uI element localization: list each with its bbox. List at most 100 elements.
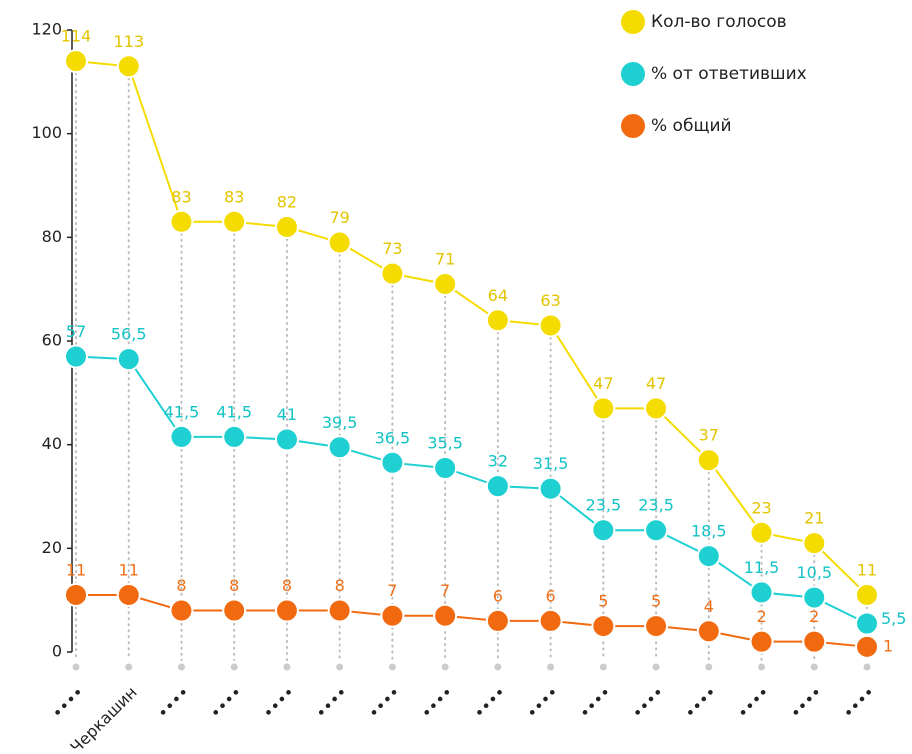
point (802, 629, 827, 654)
legend-label: % от ответивших (651, 64, 807, 84)
data-label: 37 (699, 426, 719, 445)
category-dot (230, 663, 238, 671)
y-tick-label: 0 (52, 642, 62, 661)
data-label: 73 (382, 239, 402, 258)
data-label: 114 (61, 27, 92, 46)
category-dot (758, 663, 766, 671)
x-tick-label: •••• (312, 683, 352, 723)
point (116, 54, 141, 79)
data-label: 11,5 (744, 558, 780, 577)
data-label: 8 (176, 576, 186, 595)
data-label: 39,5 (322, 413, 358, 432)
data-label: 113 (113, 32, 144, 51)
data-label: 1 (883, 636, 893, 655)
data-label: 2 (809, 607, 819, 626)
data-label: 83 (224, 187, 244, 206)
data-label: 41,5 (164, 402, 200, 421)
category-dot (599, 663, 607, 671)
category-dot (652, 663, 660, 671)
point (116, 347, 141, 372)
data-label: 7 (387, 581, 397, 600)
legend-label: Кол-во голосов (651, 12, 787, 32)
category-dot (177, 663, 185, 671)
data-label: 41,5 (216, 402, 252, 421)
point (64, 582, 88, 607)
data-label: 5 (598, 592, 608, 611)
data-label: 63 (540, 291, 560, 310)
legend-marker (621, 10, 645, 34)
data-label: 31,5 (533, 454, 569, 473)
data-label: 5 (651, 592, 661, 611)
point (222, 209, 247, 234)
series-line (76, 593, 868, 648)
x-tick-label: •••• (364, 683, 404, 723)
point (802, 585, 827, 610)
data-label: 11 (119, 560, 139, 579)
point (696, 619, 721, 644)
point (169, 209, 194, 234)
data-label: 5,5 (881, 609, 906, 628)
point (327, 435, 352, 460)
x-tick-label: •••• (522, 683, 562, 723)
data-label: 57 (66, 322, 86, 341)
data-label: 47 (593, 374, 613, 393)
legend-label: % общий (651, 116, 732, 136)
point (433, 603, 458, 628)
data-label: 2 (756, 607, 766, 626)
x-tick-label: •••• (839, 683, 879, 723)
y-tick-label: 40 (42, 434, 62, 453)
category-dot (547, 663, 555, 671)
data-label: 23 (751, 498, 771, 517)
data-label: 4 (704, 597, 714, 616)
data-label: 21 (804, 509, 824, 528)
category-dot (72, 663, 80, 671)
point (855, 611, 879, 636)
category-dot (336, 663, 344, 671)
data-label: 8 (335, 576, 345, 595)
data-label: 8 (282, 576, 292, 595)
point (696, 544, 721, 569)
x-tick-label: •••• (628, 683, 668, 723)
category-dot (283, 663, 291, 671)
x-tick-label: •••• (681, 683, 721, 723)
series-line (75, 355, 868, 625)
data-label: 23,5 (638, 496, 674, 515)
data-label: 32 (488, 452, 508, 471)
point (380, 603, 405, 628)
data-label: 64 (488, 286, 508, 305)
category-dot (441, 663, 449, 671)
point (116, 582, 141, 607)
data-label: 11 (857, 560, 877, 579)
y-tick-label: 100 (31, 123, 62, 142)
data-label: 79 (329, 208, 349, 227)
point (169, 598, 194, 623)
point (591, 396, 616, 421)
data-label: 41 (277, 405, 297, 424)
point (749, 629, 774, 654)
x-tick-label: •••• (417, 683, 457, 723)
category-dot (863, 663, 871, 671)
x-tick-label: •••• (259, 683, 299, 723)
data-label: 18,5 (691, 522, 727, 541)
point (644, 614, 669, 639)
category-dot (810, 663, 818, 671)
point (327, 598, 352, 623)
point (380, 261, 405, 286)
data-label: 6 (546, 586, 556, 605)
x-tick-label: •••• (733, 683, 773, 723)
point (380, 450, 405, 475)
data-label: 11 (66, 560, 86, 579)
point (222, 424, 247, 449)
point (169, 424, 194, 449)
y-tick-label: 80 (42, 227, 62, 246)
x-tick-label: •••• (470, 683, 510, 723)
point (64, 344, 88, 369)
point (749, 580, 774, 605)
category-dot (125, 663, 133, 671)
x-tick-label: •••• (575, 683, 615, 723)
category-dot (705, 663, 713, 671)
x-tick-label: •••• (206, 683, 246, 723)
data-label: 10,5 (796, 563, 832, 582)
point (802, 531, 827, 556)
point (538, 608, 563, 633)
